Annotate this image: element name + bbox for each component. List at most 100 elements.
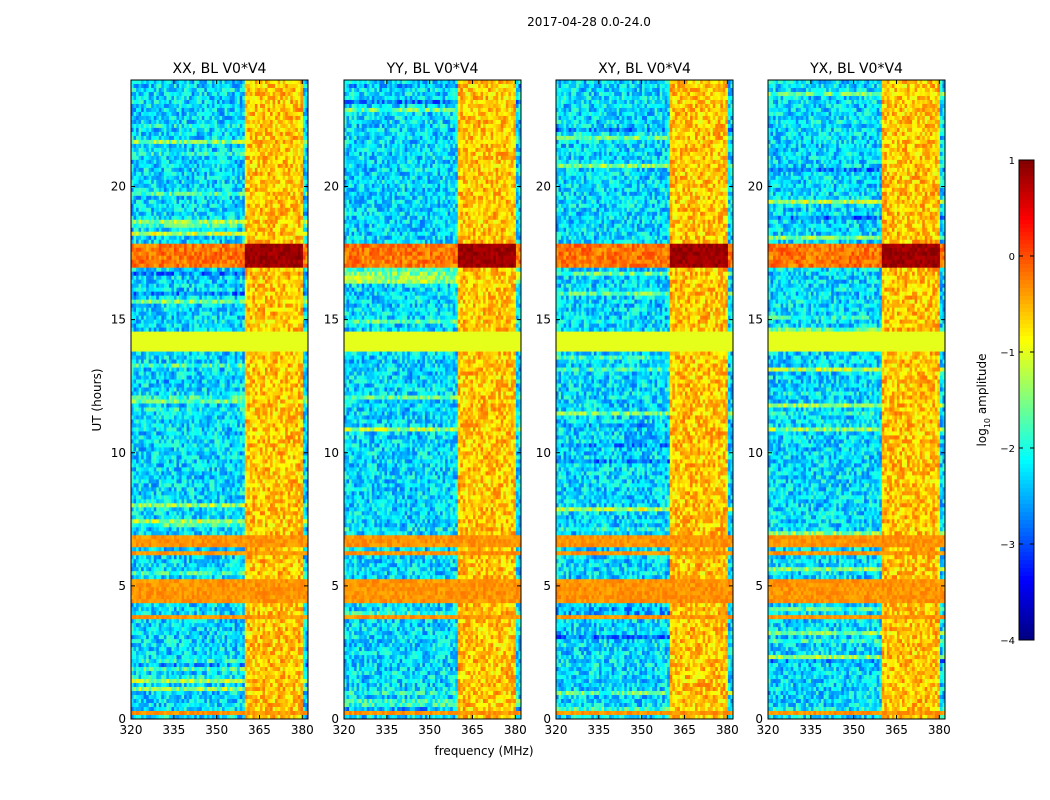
heatmap-cell xyxy=(136,343,139,348)
heatmap-cell xyxy=(252,223,256,229)
heatmap-cell xyxy=(156,191,160,197)
heatmap-cell xyxy=(158,247,162,253)
heatmap-cell xyxy=(237,211,241,217)
heatmap-cell xyxy=(176,251,180,257)
heatmap-cell xyxy=(214,351,218,356)
heatmap-cell xyxy=(219,123,223,129)
heatmap-cell xyxy=(179,119,182,125)
heatmap-cell xyxy=(292,80,296,85)
heatmap-cell xyxy=(275,215,279,221)
heatmap-cell xyxy=(214,255,218,261)
heatmap-cell xyxy=(244,235,248,241)
heatmap-cell xyxy=(295,195,299,201)
heatmap-cell xyxy=(300,155,304,161)
heatmap-cell xyxy=(189,275,193,281)
heatmap-cell xyxy=(305,323,308,329)
heatmap-cell xyxy=(136,111,139,117)
heatmap-cell xyxy=(189,311,193,317)
heatmap-cell xyxy=(214,327,218,332)
heatmap-cell xyxy=(265,331,268,336)
heatmap-cell xyxy=(232,259,236,265)
heatmap-cell xyxy=(277,319,281,325)
heatmap-cell xyxy=(280,315,284,321)
heatmap-cell xyxy=(156,319,160,325)
heatmap-cell xyxy=(300,231,304,237)
heatmap-cell xyxy=(262,271,266,277)
heatmap-cell xyxy=(189,291,193,297)
heatmap-cell xyxy=(305,259,308,265)
heatmap-cell xyxy=(277,307,281,313)
heatmap-cell xyxy=(201,275,205,281)
heatmap-cell xyxy=(163,355,167,360)
heatmap-cell xyxy=(201,147,205,153)
heatmap-cell xyxy=(204,355,208,360)
heatmap-cell xyxy=(257,275,261,281)
heatmap-cell xyxy=(242,287,246,293)
heatmap-cell xyxy=(196,127,200,133)
heatmap-cell xyxy=(153,187,157,193)
heatmap-cell xyxy=(229,255,233,261)
heatmap-cell xyxy=(259,107,263,113)
heatmap-cell xyxy=(232,163,236,169)
heatmap-cell xyxy=(196,283,200,289)
heatmap-cell xyxy=(141,227,145,233)
heatmap-cell xyxy=(136,119,139,125)
heatmap-cell xyxy=(168,95,172,101)
heatmap-cell xyxy=(272,359,276,364)
heatmap-cell xyxy=(252,311,256,317)
heatmap-cell xyxy=(151,111,155,117)
heatmap-cell xyxy=(171,155,175,161)
heatmap-cell xyxy=(249,215,253,221)
heatmap-cell xyxy=(166,119,170,125)
heatmap-cell xyxy=(153,195,157,201)
heatmap-cell xyxy=(163,307,167,313)
heatmap-cell xyxy=(131,111,134,117)
heatmap-cell xyxy=(282,223,286,229)
heatmap-cell xyxy=(216,183,220,189)
heatmap-cell xyxy=(176,203,180,209)
heatmap-cell xyxy=(181,223,185,229)
heatmap-cell xyxy=(133,127,137,133)
heatmap-cell xyxy=(201,267,205,273)
heatmap-cell xyxy=(254,131,258,137)
heatmap-cell xyxy=(249,131,253,137)
heatmap-cell xyxy=(290,299,294,305)
heatmap-cell xyxy=(305,187,308,193)
heatmap-cell xyxy=(275,83,279,89)
heatmap-cell xyxy=(171,235,175,241)
heatmap-cell xyxy=(265,359,268,364)
heatmap-cell xyxy=(285,315,289,321)
heatmap-cell xyxy=(158,147,162,153)
heatmap-cell xyxy=(216,331,220,336)
heatmap-cell xyxy=(161,227,165,233)
heatmap-cell xyxy=(285,211,289,217)
heatmap-cell xyxy=(277,103,281,109)
heatmap-cell xyxy=(163,183,167,189)
heatmap-cell xyxy=(254,323,258,329)
heatmap-cell xyxy=(199,239,203,245)
heatmap-cell xyxy=(189,159,193,165)
heatmap-cell xyxy=(257,223,261,229)
heatmap-cell xyxy=(224,183,228,189)
heatmap-cell xyxy=(265,107,268,113)
heatmap-cell xyxy=(133,271,137,277)
heatmap-cell xyxy=(148,259,152,265)
heatmap-cell xyxy=(305,207,308,213)
heatmap-cell xyxy=(171,247,175,253)
heatmap-cell xyxy=(216,171,220,177)
heatmap-cell xyxy=(272,147,276,153)
heatmap-cell xyxy=(257,95,261,101)
heatmap-cell xyxy=(181,139,185,145)
heatmap-cell xyxy=(196,151,200,157)
heatmap-cell xyxy=(136,195,139,201)
heatmap-cell xyxy=(214,299,218,305)
heatmap-cell xyxy=(163,263,167,269)
heatmap-cell xyxy=(305,135,308,141)
heatmap-cell xyxy=(209,175,213,181)
heatmap-cell xyxy=(292,315,296,321)
heatmap-cell xyxy=(282,95,286,101)
heatmap-cell xyxy=(133,263,137,269)
heatmap-cell xyxy=(285,131,289,137)
heatmap-cell xyxy=(179,331,182,336)
heatmap-cell xyxy=(136,363,139,368)
